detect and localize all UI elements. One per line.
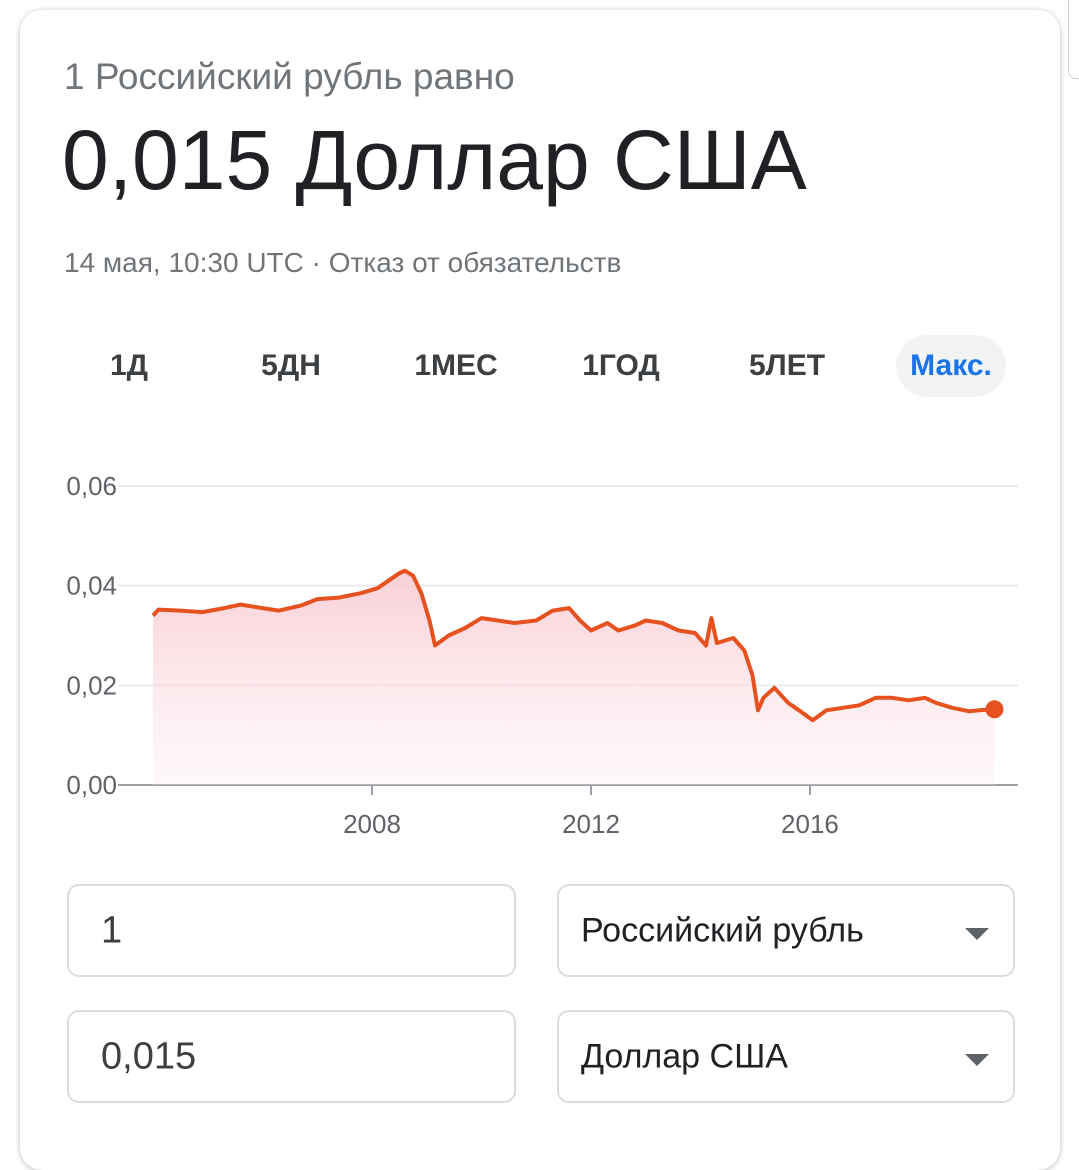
rate-title: 0,015 Доллар США — [62, 113, 807, 207]
x-tick-label: 2016 — [781, 809, 839, 839]
amount-input[interactable]: 0,015 — [67, 1010, 516, 1103]
y-tick-label: 0,02 — [66, 670, 117, 700]
range-tab[interactable]: 5ЛЕТ — [748, 349, 826, 382]
subtitle: 1 Российский рубль равно — [64, 56, 515, 97]
x-tick-label: 2012 — [562, 809, 620, 839]
range-tab[interactable]: 1МЕС — [414, 349, 498, 382]
x-tick-label: 2008 — [343, 809, 401, 839]
chart: 0,00 0,02 0,04 0,06 2008 2012 2016 — [66, 471, 1018, 839]
currency-select[interactable]: Российский рубль — [557, 884, 1015, 977]
range-tab[interactable]: 1Д — [109, 349, 149, 382]
timestamp: 14 мая, 10:30 UTC · Отказ от обязательст… — [64, 247, 622, 278]
page: {"header": {"subtitle": "1 Российский ру… — [62, 0, 1079, 1103]
amount-value: 0,015 — [101, 1035, 197, 1077]
dropdown-arrow — [965, 1054, 989, 1066]
currency-name: Доллар США — [581, 1037, 788, 1075]
dropdown-arrow — [965, 928, 989, 940]
amount-value: 1 — [101, 909, 123, 951]
y-tick-label: 0,06 — [66, 471, 117, 501]
range-tab[interactable]: Макс. — [896, 335, 1006, 397]
currency-select[interactable]: Доллар США — [557, 1010, 1015, 1103]
current-point — [985, 700, 1004, 719]
range-tab[interactable]: 5ДН — [261, 349, 321, 382]
y-tick-label: 0,00 — [66, 770, 117, 800]
price-line — [151, 568, 995, 723]
range-tab[interactable]: 1ГОД — [582, 349, 660, 382]
y-tick-label: 0,04 — [66, 571, 117, 601]
currency-name: Российский рубль — [581, 911, 864, 949]
scrollbar — [1068, 0, 1079, 79]
area-fill — [153, 570, 995, 785]
amount-input[interactable]: 1 — [67, 884, 516, 977]
